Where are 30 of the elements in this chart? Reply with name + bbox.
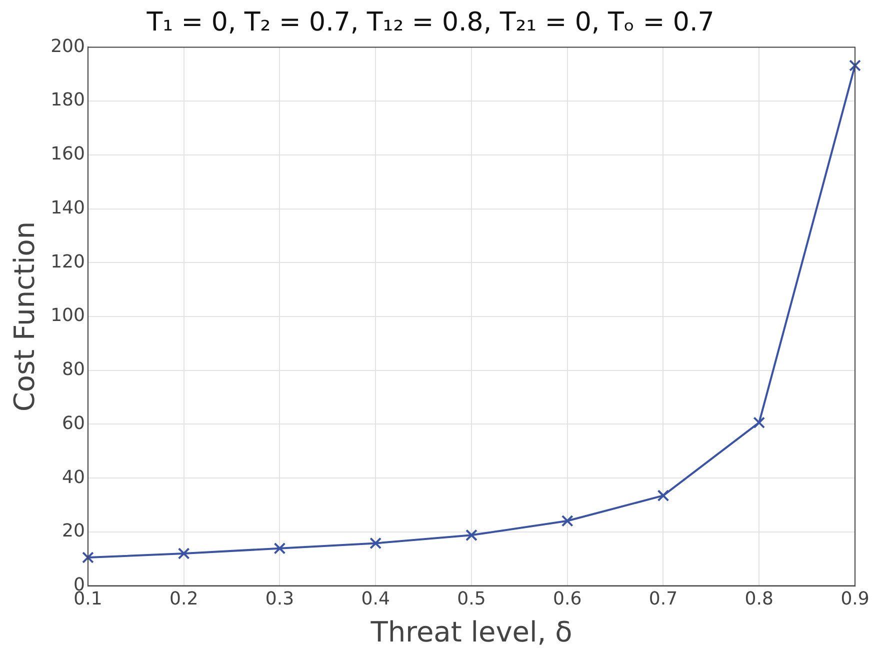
x-tick-label: 0.9 <box>840 588 870 610</box>
x-axis-title: Threat level, δ <box>370 615 572 648</box>
x-tick-label: 0.4 <box>361 588 390 610</box>
y-tick-label: 140 <box>50 197 85 218</box>
point <box>561 514 574 527</box>
y-tick-label: 200 <box>50 36 85 57</box>
chart-title: T₁ = 0, T₂ = 0.7, T₁₂ = 0.8, T₂₁ = 0, Tₒ = 0.7 <box>146 7 714 38</box>
point <box>274 542 286 554</box>
y-tick-label: 100 <box>50 305 85 326</box>
point <box>178 548 190 560</box>
y-tick-label: 80 <box>62 359 85 380</box>
y-tick-label: 20 <box>62 520 85 542</box>
point <box>82 552 94 564</box>
point <box>657 490 670 502</box>
point <box>849 60 861 72</box>
y-tick-label: 40 <box>62 466 85 488</box>
x-tick-label: 0.5 <box>457 588 486 610</box>
x-tick-label: 0.7 <box>648 588 678 610</box>
x-tick-label: 0.6 <box>553 588 582 610</box>
point <box>370 537 382 550</box>
y-axis-title: Cost Function <box>8 221 42 412</box>
y-tick-label: 160 <box>50 144 85 165</box>
y-tick-label: 180 <box>50 90 85 111</box>
x-tick-label: 0.8 <box>744 588 774 610</box>
x-tick-label: 0.3 <box>265 588 294 610</box>
point <box>466 529 478 542</box>
point <box>753 416 766 429</box>
x-tick-label: 0.2 <box>170 588 198 610</box>
y-tick-label: 120 <box>50 251 85 272</box>
y-tick-label: 60 <box>62 412 85 434</box>
